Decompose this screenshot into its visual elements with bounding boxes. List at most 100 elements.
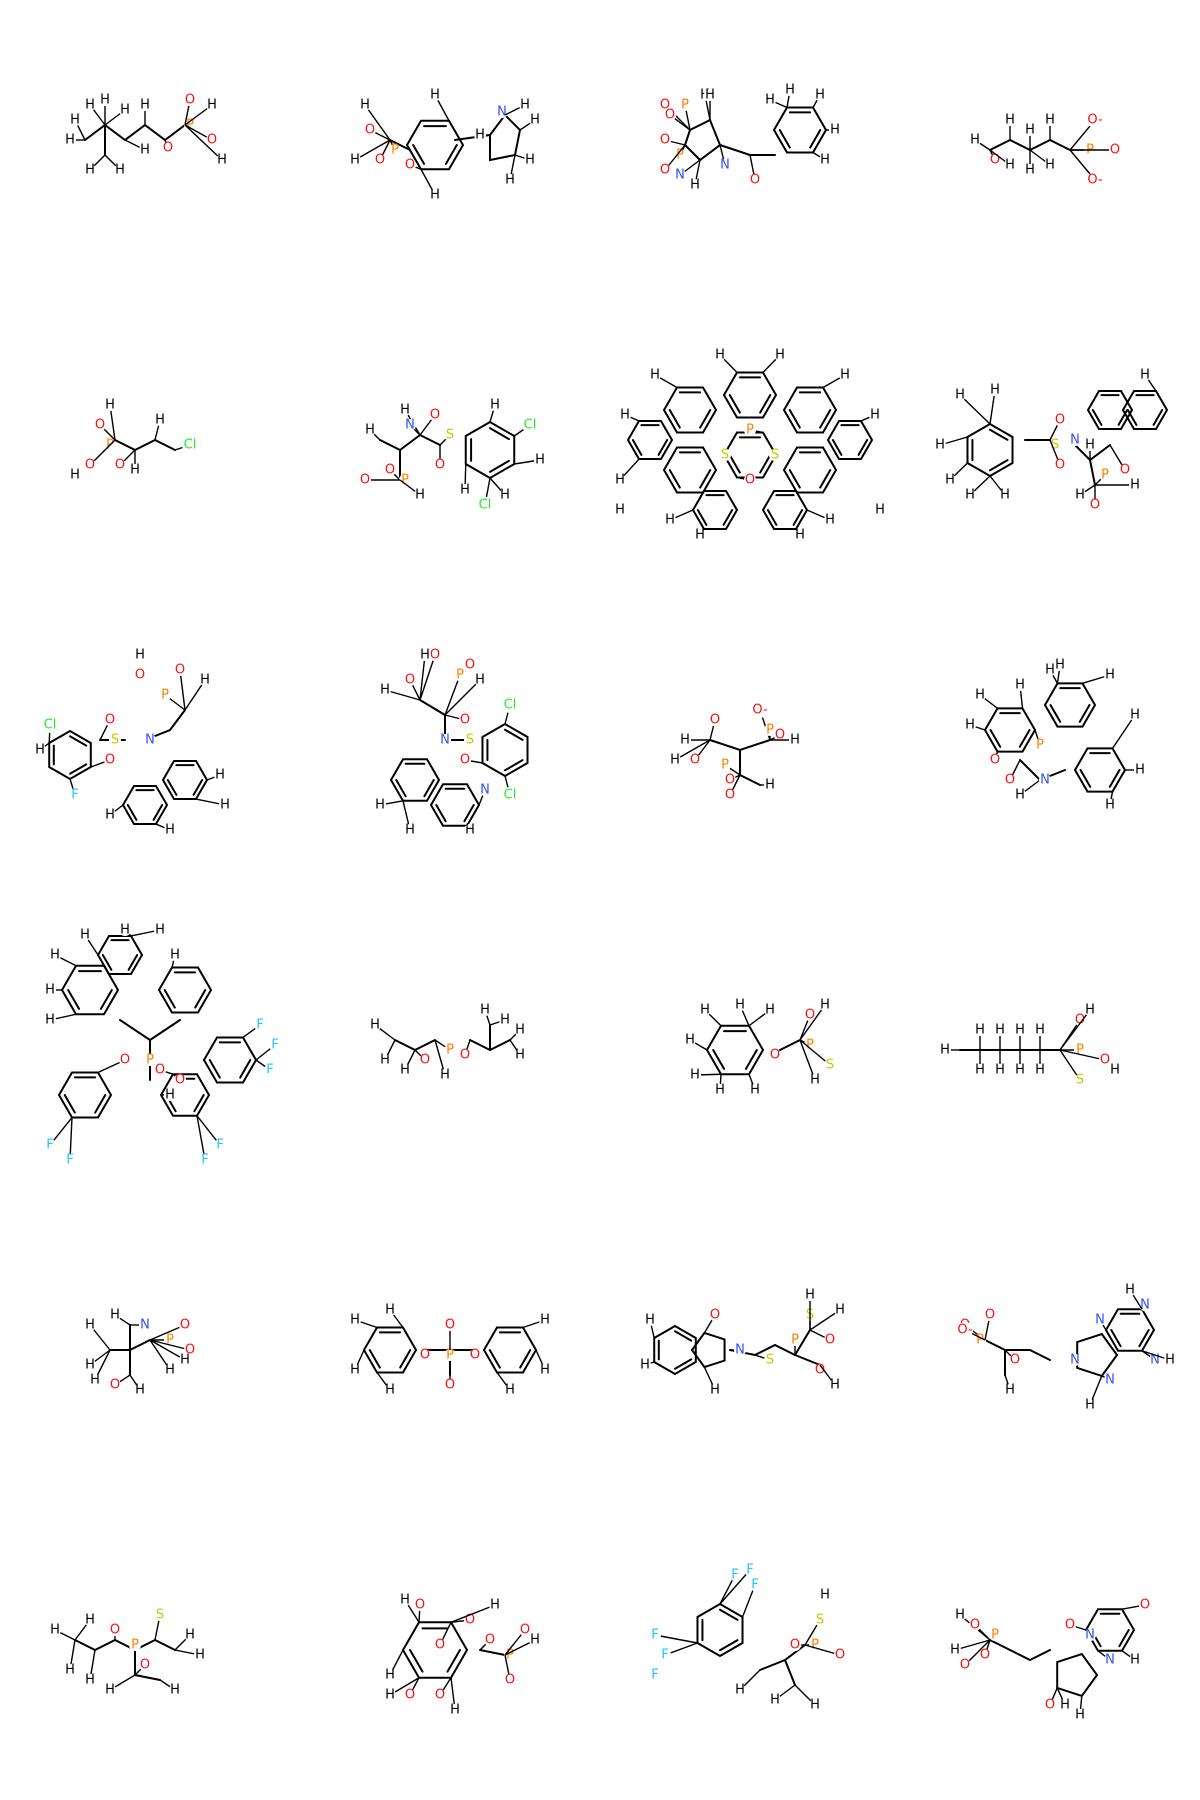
chain-bond: [794, 1329, 811, 1356]
atom-label: O: [660, 98, 670, 113]
atom-label-bg: [164, 1364, 176, 1376]
atom-label-bg: [1034, 1024, 1046, 1036]
atom-label: H: [505, 1383, 515, 1398]
atom-label-bg: [769, 1694, 781, 1706]
atom-label-bg: [679, 99, 691, 111]
double-bond: [989, 729, 1002, 748]
double-bond: [744, 1049, 758, 1070]
atom-label: H: [715, 348, 725, 363]
atom-label-bg: [789, 1639, 801, 1651]
atom-label: O: [505, 1673, 515, 1688]
atom-label-bg: [164, 824, 176, 836]
atom-label-bg: [64, 1664, 76, 1676]
atom-label-bg: [1024, 124, 1036, 136]
atom-label: O: [420, 1348, 430, 1363]
atom-bond: [149, 1339, 186, 1361]
chain-bond: [784, 1659, 796, 1686]
atom-label-bg: [749, 1084, 761, 1096]
atom-label: O: [85, 458, 95, 473]
double-bond: [152, 804, 164, 821]
atom-label-bg: [1044, 114, 1056, 126]
atom-label: H: [350, 1313, 360, 1328]
atom-label-bg: [84, 1319, 96, 1331]
atom-label-bg: [819, 154, 831, 166]
atom-label: H: [875, 503, 885, 518]
double-bond: [446, 1649, 461, 1673]
atom-bond: [799, 1004, 826, 1041]
atom-label-bg: [974, 1064, 986, 1076]
atom-label: P: [676, 148, 684, 163]
atom-label-bg: [129, 1639, 141, 1651]
atom-label-bg: [839, 369, 851, 381]
double-bond: [69, 763, 88, 775]
atom-label: O-: [1087, 113, 1103, 128]
atom-label: O: [985, 1308, 995, 1323]
atom-label: H: [440, 1068, 450, 1083]
double-bond: [989, 428, 1009, 441]
atom-label-bg: [714, 1084, 726, 1096]
atom-label-bg: [719, 759, 731, 771]
atom-label-bg: [1044, 1699, 1056, 1711]
atom-label: H: [415, 488, 425, 503]
atom-label: H: [750, 1083, 760, 1098]
atom-label-bg: [109, 1624, 121, 1636]
atom-label-bg: [1054, 659, 1066, 671]
atom-label-bg: [444, 1319, 456, 1331]
atom-label-bg: [1084, 439, 1096, 451]
atom-label: H: [400, 403, 410, 418]
atom-label: H: [835, 1303, 845, 1318]
atom-label-bg: [119, 1054, 131, 1066]
atom-label-bg: [374, 799, 386, 811]
atom-label: H: [65, 1663, 75, 1678]
atom-label-bg: [69, 789, 81, 801]
atom-label: O: [140, 1658, 150, 1673]
atom-label-bg: [1074, 1074, 1086, 1086]
atom-label: O: [520, 1623, 530, 1638]
atom-label-bg: [1139, 1599, 1151, 1611]
atom-bond: [149, 1339, 191, 1351]
atom-label: S: [156, 1608, 164, 1623]
atom-label-bg: [1074, 1014, 1086, 1026]
atom-label: H: [530, 1633, 540, 1648]
atom-label: N: [480, 783, 490, 798]
atom-label-bg: [1104, 669, 1116, 681]
atom-label: H: [185, 1628, 195, 1643]
atom-label: H: [135, 1383, 145, 1398]
atom-label-bg: [99, 94, 111, 106]
atom-label: H: [790, 733, 800, 748]
atom-label-bg: [464, 734, 476, 746]
atom-label: H: [525, 153, 535, 168]
atom-bond: [1059, 1049, 1081, 1081]
atom-label-bg: [434, 1639, 446, 1651]
atom-label-bg: [1059, 1699, 1071, 1711]
chain-bond: [709, 739, 771, 752]
atom-label: H: [130, 463, 140, 478]
atom-label: H: [1105, 668, 1115, 683]
atom-label: N: [1085, 1628, 1095, 1643]
atom-bond: [674, 739, 711, 761]
atom-label-bg: [1087, 172, 1103, 188]
atom-label: S: [826, 1058, 834, 1073]
atom-label: O: [1005, 773, 1015, 788]
atom-label-bg: [144, 1054, 156, 1066]
atom-label: H: [775, 348, 785, 363]
atom-label-bg: [489, 399, 501, 411]
atom-label-bg: [104, 399, 116, 411]
atom-label: N: [405, 418, 415, 433]
double-bond: [1091, 409, 1103, 426]
atom-label: H: [480, 1003, 490, 1018]
atom-label-bg: [744, 1564, 756, 1576]
atom-label: H: [1060, 1698, 1070, 1713]
double-bond: [163, 989, 176, 1009]
double-bond: [1110, 1329, 1122, 1348]
atom-label: P: [456, 668, 464, 683]
atom-label: H: [690, 178, 700, 193]
atom-label: H: [460, 483, 470, 498]
atom-label: H: [765, 1003, 775, 1018]
atom-label-bg: [502, 787, 518, 803]
atom-label: P: [791, 1333, 799, 1348]
atom-label: O: [660, 163, 670, 178]
atom-label: F: [201, 1153, 208, 1168]
atom-label: H: [105, 1683, 115, 1698]
